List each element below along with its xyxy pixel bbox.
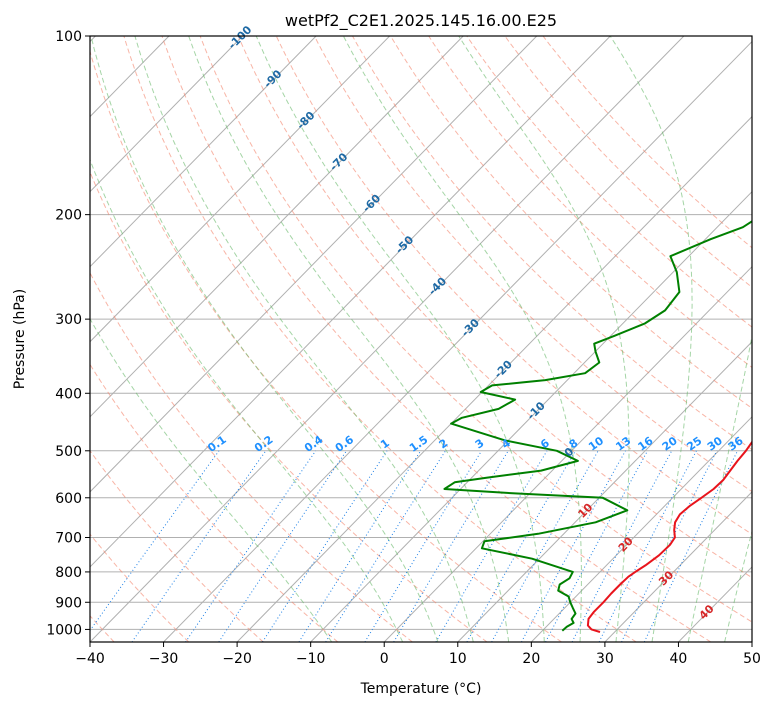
mixing-ratio-line [393, 450, 509, 642]
x-tick-label: −40 [75, 651, 105, 667]
y-axis-title: Pressure (hPa) [12, 289, 28, 389]
dry-adiabat [275, 36, 752, 535]
x-tick-label: 20 [522, 651, 540, 667]
mixing-ratio-line [298, 450, 422, 642]
moist-adiabat [90, 36, 439, 642]
y-tick-label: 200 [55, 208, 82, 224]
x-tick-label: −10 [296, 651, 326, 667]
dry-adiabat [90, 533, 190, 642]
dewpoint-profile [443, 220, 752, 632]
moist-adiabat [342, 36, 582, 642]
mixing-ratio-line [185, 450, 317, 642]
series-layer [443, 220, 752, 633]
y-tick-label: 600 [55, 491, 82, 507]
moist-adiabat [255, 36, 545, 642]
dry-adiabat [352, 36, 752, 451]
x-tick-label: 30 [596, 651, 614, 667]
x-axis-title: Temperature (°C) [360, 681, 482, 697]
x-tick-label: 10 [449, 651, 467, 667]
isotherm-line [457, 341, 752, 642]
moist-adiabat [188, 36, 510, 642]
dry-adiabat [313, 36, 752, 493]
mixing-ratio-line [571, 450, 673, 642]
mixing-ratio-line [325, 450, 446, 642]
mixing-ratio-line [621, 450, 718, 642]
isotherm-line [90, 36, 243, 193]
isotherm-line [604, 491, 752, 642]
y-tick-label: 1000 [46, 622, 82, 638]
chart-title: wetPf2_C2E1.2025.145.16.00.E25 [285, 11, 557, 31]
moist-adiabat [90, 158, 404, 642]
dry-adiabat [504, 36, 752, 288]
dry-adiabat [161, 36, 712, 642]
axis-ticks: −40 −30 −20 −10 0 10 20 30 40 50 100 200 300 400 500 60… [46, 29, 761, 667]
moist-adiabat [134, 36, 474, 642]
y-tick-label: 700 [55, 531, 82, 547]
moist-adiabat [687, 333, 752, 642]
isotherm-line [90, 36, 685, 642]
y-tick-label: 300 [55, 312, 82, 328]
moist-adiabat [724, 529, 752, 642]
isotherm-line [90, 36, 538, 493]
dry-adiabat [237, 36, 752, 579]
isotherm-line [236, 115, 752, 642]
temperature-profile [586, 440, 752, 633]
dry-adiabat [466, 36, 752, 328]
isotherm-line [90, 36, 611, 568]
isotherm-line [163, 40, 752, 642]
grid-layer [90, 36, 752, 642]
y-tick-label: 500 [55, 444, 82, 460]
x-tick-label: −20 [222, 651, 252, 667]
x-tick-label: 0 [380, 651, 389, 667]
moist-adiabat [90, 317, 333, 642]
isotherm-line [530, 416, 752, 642]
mixing-ratio-line [131, 450, 267, 642]
dry-adiabat [90, 363, 339, 642]
dry-adiabat [199, 36, 752, 623]
isotherm-line [90, 36, 391, 343]
y-tick-label: 900 [55, 595, 82, 611]
dry-adiabat [90, 271, 413, 642]
moist-adiabat [609, 36, 693, 642]
y-tick-label: 100 [55, 29, 82, 45]
isopleth-layer [90, 36, 752, 642]
dry-adiabat [428, 36, 752, 369]
x-tick-label: −30 [149, 651, 179, 667]
mixing-ratio-line [545, 450, 648, 642]
y-tick-label: 400 [55, 386, 82, 402]
isotherm-line [383, 266, 752, 642]
x-tick-label: 50 [743, 651, 761, 667]
dry-adiabat [90, 49, 562, 642]
mixing-ratio-line [491, 450, 599, 642]
mixing-ratio-line [218, 450, 347, 642]
x-tick-label: 40 [670, 651, 688, 667]
isotherm-line [90, 36, 317, 268]
y-tick-label: 800 [55, 565, 82, 581]
isotherm-line [90, 36, 464, 418]
plot-frame [89, 35, 753, 643]
mixing-ratio-line [364, 450, 483, 642]
mixing-ratio-line [90, 450, 220, 632]
